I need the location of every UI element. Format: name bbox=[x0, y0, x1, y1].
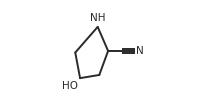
Text: N: N bbox=[136, 46, 144, 56]
Text: NH: NH bbox=[90, 13, 105, 23]
Text: HO: HO bbox=[62, 81, 78, 91]
